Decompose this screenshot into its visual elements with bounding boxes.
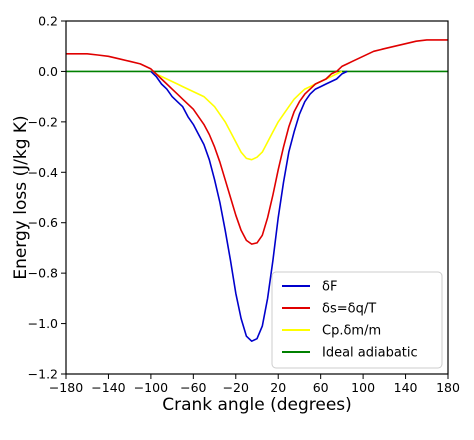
x-tick-label: 140 xyxy=(394,380,418,395)
y-tick-label: −0.8 xyxy=(28,266,58,281)
ticks-layer: −180 −140 −100 −60 −20 20 60 100 140 180 0.2 0.0 −0.… xyxy=(28,14,460,396)
y-tick-label: −1.0 xyxy=(28,316,58,331)
x-tick-label: −60 xyxy=(180,380,206,395)
y-tick-label: −0.2 xyxy=(28,114,58,129)
legend: δF δs=δq/T Cp.δm/m Ideal adiabatic xyxy=(271,271,443,369)
legend-label: δF xyxy=(322,280,337,295)
x-tick-label: −20 xyxy=(223,380,249,395)
series-line-2 xyxy=(66,39,448,245)
x-axis-title: Crank angle (degrees) xyxy=(162,395,352,415)
series-layer xyxy=(66,39,448,343)
y-tick-label: −0.4 xyxy=(28,165,58,180)
x-tick-label: 180 xyxy=(436,380,460,395)
x-tick-label: −180 xyxy=(49,380,83,395)
x-tick-label: 20 xyxy=(270,380,286,395)
x-tick-label: 60 xyxy=(313,380,329,395)
y-tick-label: −0.6 xyxy=(28,215,58,230)
y-tick-label: 0.2 xyxy=(38,14,58,29)
x-tick-label: 100 xyxy=(351,380,375,395)
series-line-1 xyxy=(150,70,348,343)
y-axis-title: Energy loss (J/kg K) xyxy=(11,115,31,279)
legend-box xyxy=(271,271,443,369)
legend-label: δs=δq/T xyxy=(322,302,376,317)
plot-frame xyxy=(65,20,449,375)
y-tick-label: −1.2 xyxy=(28,367,58,382)
legend-label: Cp.δm/m xyxy=(322,324,381,339)
y-tick-label: 0.0 xyxy=(38,64,58,79)
legend-label: Ideal adiabatic xyxy=(322,346,418,361)
series-line-3 xyxy=(150,70,343,161)
x-tick-label: −140 xyxy=(91,380,125,395)
x-tick-label: −100 xyxy=(134,380,168,395)
